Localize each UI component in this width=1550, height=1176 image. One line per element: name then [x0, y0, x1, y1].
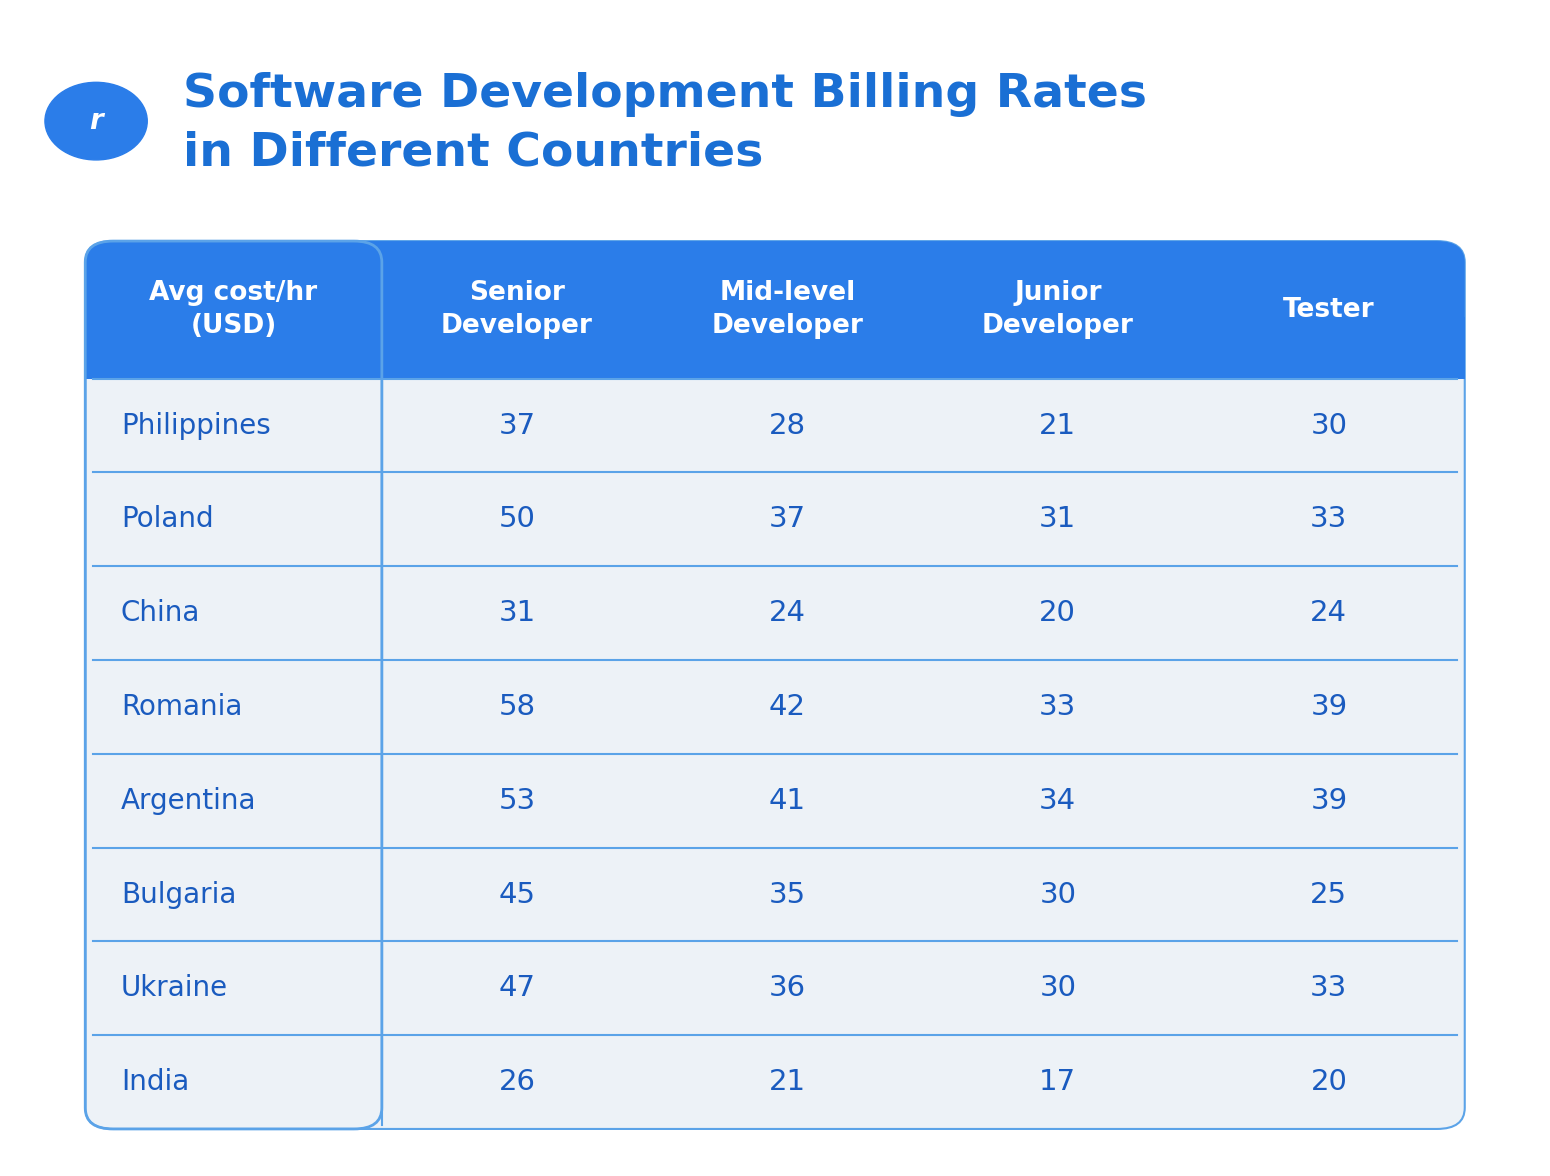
- Text: 26: 26: [499, 1068, 536, 1096]
- Text: 33: 33: [1310, 974, 1347, 1002]
- Text: Junior
Developer: Junior Developer: [981, 280, 1133, 340]
- Circle shape: [45, 82, 147, 160]
- Text: 37: 37: [769, 506, 806, 534]
- Text: 39: 39: [1310, 693, 1347, 721]
- Text: 45: 45: [499, 881, 536, 909]
- Text: 21: 21: [1038, 412, 1076, 440]
- Text: 31: 31: [1038, 506, 1076, 534]
- Text: Mid-level
Developer: Mid-level Developer: [711, 280, 863, 340]
- Text: 17: 17: [1038, 1068, 1076, 1096]
- FancyBboxPatch shape: [85, 241, 1465, 1129]
- Text: 36: 36: [769, 974, 806, 1002]
- Text: 30: 30: [1040, 881, 1076, 909]
- Text: 28: 28: [769, 412, 806, 440]
- Text: 39: 39: [1310, 787, 1347, 815]
- Text: Senior
Developer: Senior Developer: [442, 280, 594, 340]
- Text: Bulgaria: Bulgaria: [121, 881, 236, 909]
- Text: Software Development Billing Rates: Software Development Billing Rates: [183, 72, 1147, 116]
- Text: Tester: Tester: [1283, 296, 1375, 323]
- Text: 33: 33: [1038, 693, 1076, 721]
- Text: Argentina: Argentina: [121, 787, 256, 815]
- Text: China: China: [121, 599, 200, 627]
- FancyBboxPatch shape: [85, 241, 1465, 379]
- Text: Romania: Romania: [121, 693, 242, 721]
- Text: 20: 20: [1040, 599, 1076, 627]
- Text: 42: 42: [769, 693, 806, 721]
- Text: in Different Countries: in Different Countries: [183, 131, 763, 175]
- Text: India: India: [121, 1068, 189, 1096]
- Text: 31: 31: [499, 599, 536, 627]
- Text: 21: 21: [769, 1068, 806, 1096]
- Text: 58: 58: [499, 693, 536, 721]
- Text: 37: 37: [499, 412, 536, 440]
- Text: 33: 33: [1310, 506, 1347, 534]
- Text: 53: 53: [499, 787, 536, 815]
- Text: 30: 30: [1310, 412, 1347, 440]
- Bar: [85, 316, 1465, 379]
- Text: 34: 34: [1038, 787, 1076, 815]
- Text: 25: 25: [1310, 881, 1347, 909]
- Text: 24: 24: [769, 599, 806, 627]
- Text: 24: 24: [1310, 599, 1347, 627]
- Text: Poland: Poland: [121, 506, 214, 534]
- Text: Philippines: Philippines: [121, 412, 271, 440]
- Text: 47: 47: [499, 974, 536, 1002]
- Text: 20: 20: [1310, 1068, 1347, 1096]
- Text: 30: 30: [1040, 974, 1076, 1002]
- Text: 35: 35: [769, 881, 806, 909]
- Text: r: r: [90, 107, 102, 135]
- Text: 50: 50: [499, 506, 535, 534]
- Text: Avg cost/hr
(USD): Avg cost/hr (USD): [149, 280, 318, 340]
- Text: 41: 41: [769, 787, 806, 815]
- Text: Ukraine: Ukraine: [121, 974, 228, 1002]
